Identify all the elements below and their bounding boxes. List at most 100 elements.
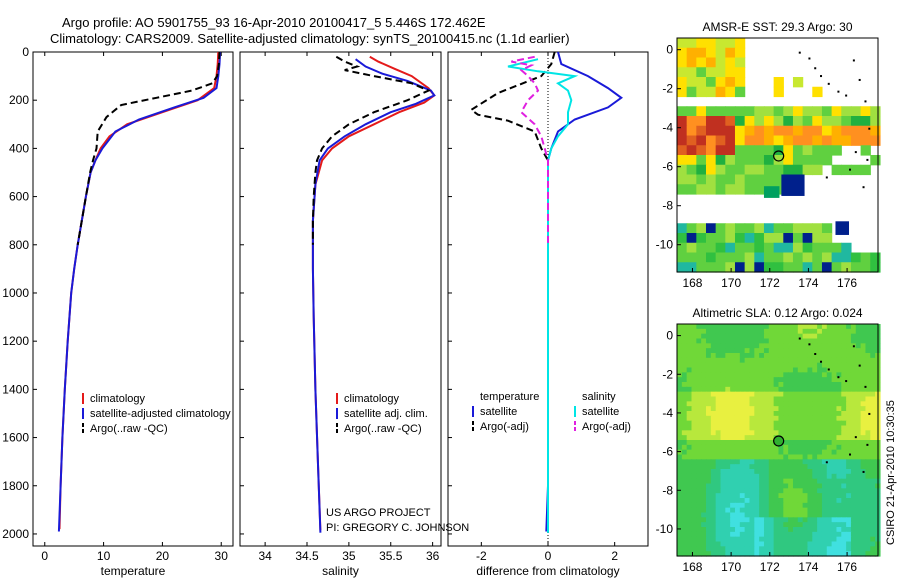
sla-cell: [759, 498, 765, 504]
sla-cell: [725, 348, 731, 354]
sla-cell: [749, 444, 755, 451]
sla-cell: [788, 507, 794, 514]
sla-cell: [696, 483, 702, 489]
sla-cell: [778, 324, 784, 330]
sla-cell: [725, 425, 731, 431]
sla-cell: [812, 551, 818, 557]
sla-cell: [715, 483, 722, 489]
island-dot: [845, 94, 848, 97]
sla-cell: [855, 372, 862, 378]
sla-cell: [860, 362, 867, 369]
sla-cell: [792, 522, 799, 528]
sla-cell: [734, 459, 741, 465]
sla-cell: [860, 415, 867, 422]
sla-cell: [701, 367, 707, 373]
sla-cell: [754, 420, 760, 427]
sla-cell: [802, 522, 809, 528]
sla-cell: [865, 435, 871, 441]
sla-cell: [749, 478, 755, 485]
sla-cell: [778, 488, 784, 494]
sst-cell: [677, 184, 688, 195]
sla-cell: [715, 420, 722, 427]
sla-cell: [846, 411, 852, 417]
sla-cell: [821, 449, 828, 456]
sla-cell: [754, 382, 760, 388]
temperature-ytick-label: 200: [9, 93, 29, 107]
island-dot: [820, 360, 823, 363]
sla-cell: [836, 367, 842, 373]
sst-cell: [715, 47, 726, 59]
sla-cell: [817, 425, 823, 431]
sla-cell: [812, 353, 818, 359]
salinity-plot-frame: [239, 51, 442, 547]
sst-cell: [677, 106, 688, 117]
sla-cell: [870, 357, 876, 364]
sla-cell: [715, 517, 722, 523]
sla-cell: [710, 324, 717, 330]
sla-cell: [792, 493, 799, 499]
sla-cell: [744, 464, 751, 470]
sla-cell: [701, 498, 707, 504]
sla-cell: [841, 328, 847, 335]
sla-cell: [778, 396, 784, 402]
sla-cell: [821, 522, 828, 528]
sla-cell: [681, 459, 688, 465]
sla-cell: [846, 406, 852, 412]
sla-cell: [768, 454, 775, 460]
sla-cell: [754, 440, 760, 446]
sla-cell: [754, 406, 760, 412]
sla-cell: [681, 415, 688, 422]
sla-cell: [788, 324, 794, 330]
salinity-series-argo: [311, 55, 431, 245]
sla-cell: [763, 382, 770, 388]
sla-cell: [749, 348, 755, 354]
sla-cell: [686, 391, 693, 398]
sla-cell: [778, 454, 784, 460]
sla-cell: [701, 551, 707, 557]
sla-cell: [836, 444, 842, 451]
sla-cell: [763, 362, 770, 369]
sla-cell: [730, 498, 736, 504]
sla-cell: [797, 517, 804, 523]
sla-cell: [754, 527, 760, 533]
sst-cell: [705, 106, 717, 117]
sst-cell: [725, 57, 736, 68]
sla-cell: [759, 338, 765, 344]
sla-cell: [788, 415, 794, 422]
sla-cell: [870, 546, 876, 552]
sla-cell: [763, 444, 770, 451]
sla-cell: [826, 372, 833, 378]
sst-cell: [725, 116, 736, 127]
sla-cell: [744, 328, 751, 335]
sla-cell: [783, 493, 789, 499]
sla-cell: [821, 430, 828, 436]
sla-cell: [705, 401, 712, 407]
sla-cell: [686, 527, 693, 533]
sla-cell: [812, 512, 818, 518]
sla-cell: [783, 430, 789, 436]
sst-cell: [870, 135, 881, 146]
sla-cell: [778, 478, 784, 485]
sla-cell: [802, 362, 809, 369]
sla-cell: [759, 333, 765, 340]
sla-cell: [696, 517, 702, 523]
sla-cell: [841, 473, 847, 480]
sla-cell: [802, 420, 809, 427]
sst-cell: [677, 86, 688, 98]
sla-cell: [855, 328, 862, 335]
sst-cell: [812, 125, 823, 137]
sla-cell: [807, 493, 813, 499]
sst-cell: [783, 262, 794, 273]
sst-cell: [705, 116, 717, 127]
sla-cell: [681, 420, 688, 427]
sla-cell: [725, 435, 731, 441]
sst-cell: [821, 252, 833, 263]
sst-cell: [725, 233, 736, 244]
sla-cell: [797, 396, 804, 402]
sla-cell: [686, 517, 693, 523]
sla-cell: [850, 353, 857, 359]
sla-cell: [812, 338, 818, 344]
sla-cell: [836, 502, 842, 509]
sla-cell: [730, 536, 736, 543]
sla-cell: [855, 459, 862, 465]
